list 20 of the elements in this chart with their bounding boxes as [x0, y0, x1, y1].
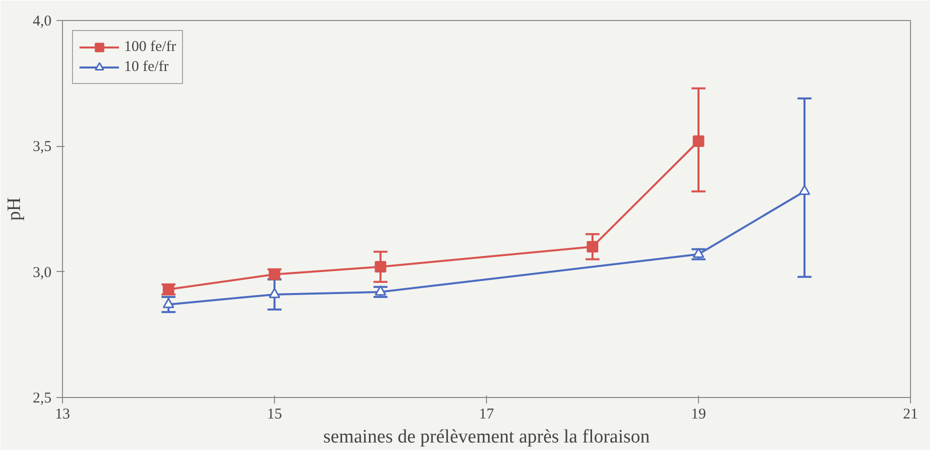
legend-label: 100 fe/fr — [124, 38, 176, 56]
point — [586, 240, 598, 252]
x-tick-label: 21 — [903, 406, 918, 422]
legend-label: 10 fe/fr — [124, 58, 169, 76]
point — [692, 135, 704, 147]
point — [798, 184, 810, 196]
point — [692, 248, 704, 258]
y-tick-label: 4,0 — [32, 14, 52, 30]
point — [268, 288, 280, 298]
y-tick-label: 3,5 — [32, 139, 52, 156]
y-tick-label: 3,0 — [32, 264, 52, 281]
x-tick-label: 19 — [691, 406, 706, 422]
y-axis-title: pH — [4, 197, 25, 221]
x-tick-label: 13 — [55, 406, 70, 422]
y-tick-label: 2,5 — [32, 390, 52, 406]
x-tick-label: 15 — [267, 406, 282, 422]
x-axis-title: semaines de prélèvement après la floraison — [323, 426, 650, 448]
point — [374, 261, 386, 273]
point — [162, 298, 174, 308]
x-tick-label: 17 — [479, 406, 494, 422]
